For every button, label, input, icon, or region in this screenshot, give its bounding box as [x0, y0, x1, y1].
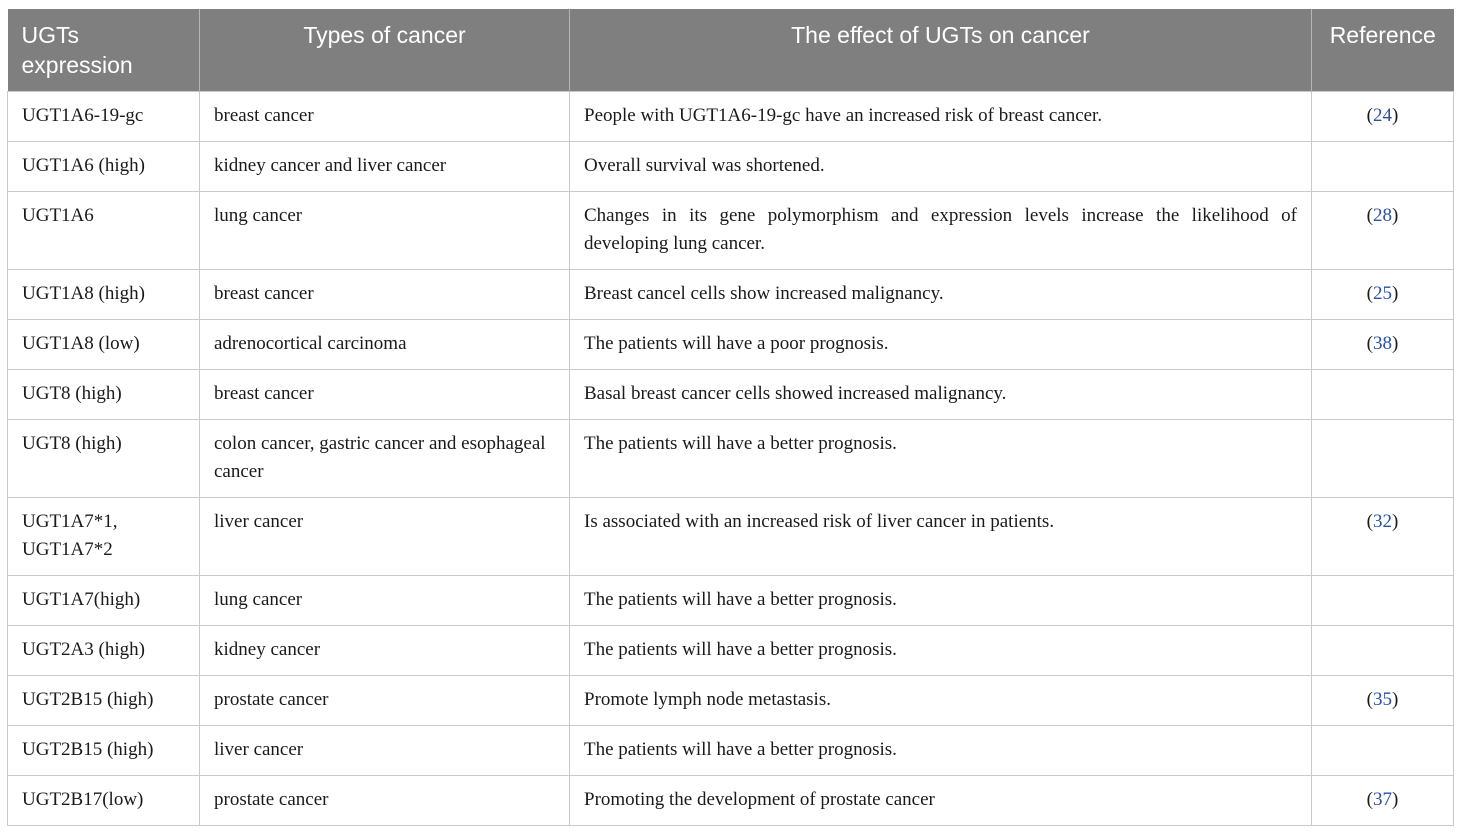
cell-cancer-type: liver cancer — [199, 496, 570, 576]
reference-close-paren: ) — [1392, 282, 1399, 304]
reference-link[interactable]: 25 — [1373, 282, 1392, 304]
reference-link[interactable]: 35 — [1373, 688, 1392, 710]
cell-cancer-type: breast cancer — [199, 268, 570, 320]
cell-expression: UGT2B17(low) — [7, 774, 200, 826]
cell-effect: Changes in its gene polymorphism and exp… — [569, 190, 1312, 270]
ugt-cancer-table: UGTs expression Types of cancer The effe… — [7, 9, 1454, 826]
cell-effect: The patients will have a better prognosi… — [569, 574, 1312, 626]
cell-effect: Basal breast cancer cells showed increas… — [569, 368, 1312, 420]
cell-expression: UGT2B15 (high) — [7, 724, 200, 776]
cell-effect: The patients will have a better prognosi… — [569, 624, 1312, 676]
cell-effect: Overall survival was shortened. — [569, 140, 1312, 192]
cell-reference — [1311, 418, 1454, 498]
reference-link[interactable]: 32 — [1373, 510, 1392, 532]
cell-cancer-type: prostate cancer — [199, 774, 570, 826]
cell-effect: Promote lymph node metastasis. — [569, 674, 1312, 726]
cell-expression: UGT1A7*1, UGT1A7*2 — [7, 496, 200, 576]
table-row: UGT1A6 (high) kidney cancer and liver can… — [7, 140, 1454, 192]
cell-expression: UGT8 (high) — [7, 418, 200, 498]
cell-cancer-type: adrenocortical carcinoma — [199, 318, 570, 370]
cell-expression: UGT1A8 (low) — [7, 318, 200, 370]
reference-link[interactable]: 24 — [1373, 104, 1392, 126]
header-types-of-cancer: Types of cancer — [199, 9, 570, 91]
cell-reference — [1311, 624, 1454, 676]
table-row: UGT1A8 (high) breast cancer Breast cancel … — [7, 268, 1454, 320]
reference-close-paren: ) — [1392, 204, 1399, 226]
cell-cancer-type: breast cancer — [199, 368, 570, 420]
cell-effect: Promoting the development of prostate ca… — [569, 774, 1312, 826]
reference-close-paren: ) — [1392, 788, 1399, 810]
cell-cancer-type: lung cancer — [199, 190, 570, 270]
reference-open-paren: ( — [1366, 788, 1373, 810]
reference-open-paren: ( — [1366, 282, 1373, 304]
cell-expression: UGT1A6 (high) — [7, 140, 200, 192]
cell-reference: (24) — [1311, 90, 1454, 142]
cell-cancer-type: lung cancer — [199, 574, 570, 626]
cell-expression: UGT1A7(high) — [7, 574, 200, 626]
cell-effect: The patients will have a better prognosi… — [569, 418, 1312, 498]
cell-reference — [1311, 574, 1454, 626]
cell-reference — [1311, 368, 1454, 420]
cell-effect: People with UGT1A6-19-gc have an increas… — [569, 90, 1312, 142]
table-row: UGT1A7(high) lung cancer The patients will… — [7, 574, 1454, 626]
cell-reference: (35) — [1311, 674, 1454, 726]
reference-open-paren: ( — [1366, 332, 1373, 354]
cell-cancer-type: kidney cancer — [199, 624, 570, 676]
table-row: UGT1A6-19-gc breast cancer People with UGT… — [7, 90, 1454, 142]
cell-cancer-type: prostate cancer — [199, 674, 570, 726]
header-row: UGTs expression Types of cancer The effe… — [7, 9, 1454, 91]
cell-expression: UGT1A6-19-gc — [7, 90, 200, 142]
cell-effect: The patients will have a poor prognosis. — [569, 318, 1312, 370]
cell-cancer-type: kidney cancer and liver cancer — [199, 140, 570, 192]
cell-effect: The patients will have a better prognosi… — [569, 724, 1312, 776]
table-row: UGT1A8 (low) adrenocortical carcinoma The … — [7, 318, 1454, 370]
header-effect: The effect of UGTs on cancer — [569, 9, 1312, 91]
cell-cancer-type: breast cancer — [199, 90, 570, 142]
cell-expression: UGT2A3 (high) — [7, 624, 200, 676]
table-row: UGT2A3 (high) kidney cancer The patients w… — [7, 624, 1454, 676]
reference-close-paren: ) — [1392, 688, 1399, 710]
cell-expression: UGT1A8 (high) — [7, 268, 200, 320]
table-row: UGT1A7*1, UGT1A7*2 liver cancer Is associa… — [7, 496, 1454, 576]
table-row: UGT8 (high) colon cancer, gastric cancer … — [7, 418, 1454, 498]
table-row: UGT8 (high) breast cancer Basal breast can… — [7, 368, 1454, 420]
reference-link[interactable]: 28 — [1373, 204, 1392, 226]
cell-reference — [1311, 724, 1454, 776]
header-reference: Reference — [1311, 9, 1454, 91]
reference-close-paren: ) — [1392, 104, 1399, 126]
reference-link[interactable]: 38 — [1373, 332, 1392, 354]
table-row: UGT2B15 (high) liver cancer The patients w… — [7, 724, 1454, 776]
reference-link[interactable]: 37 — [1373, 788, 1392, 810]
cell-expression: UGT8 (high) — [7, 368, 200, 420]
cell-reference: (28) — [1311, 190, 1454, 270]
cell-cancer-type: colon cancer, gastric cancer and esophag… — [199, 418, 570, 498]
cell-effect: Is associated with an increased risk of … — [569, 496, 1312, 576]
reference-close-paren: ) — [1392, 510, 1399, 532]
reference-close-paren: ) — [1392, 332, 1399, 354]
cell-reference: (32) — [1311, 496, 1454, 576]
reference-open-paren: ( — [1366, 510, 1373, 532]
reference-open-paren: ( — [1366, 688, 1373, 710]
cell-cancer-type: liver cancer — [199, 724, 570, 776]
cell-effect: Breast cancel cells show increased malig… — [569, 268, 1312, 320]
reference-open-paren: ( — [1366, 104, 1373, 126]
table-row: UGT2B17(low) prostate cancer Promoting the… — [7, 774, 1454, 826]
cell-expression: UGT2B15 (high) — [7, 674, 200, 726]
table-row: UGT1A6 lung cancer Changes in its gene pol… — [7, 190, 1454, 270]
header-ugts-expression: UGTs expression — [7, 9, 200, 91]
cell-expression: UGT1A6 — [7, 190, 200, 270]
cell-reference: (37) — [1311, 774, 1454, 826]
table-row: UGT2B15 (high) prostate cancer Promote lym… — [7, 674, 1454, 726]
cell-reference: (25) — [1311, 268, 1454, 320]
cell-reference — [1311, 140, 1454, 192]
cell-reference: (38) — [1311, 318, 1454, 370]
reference-open-paren: ( — [1366, 204, 1373, 226]
